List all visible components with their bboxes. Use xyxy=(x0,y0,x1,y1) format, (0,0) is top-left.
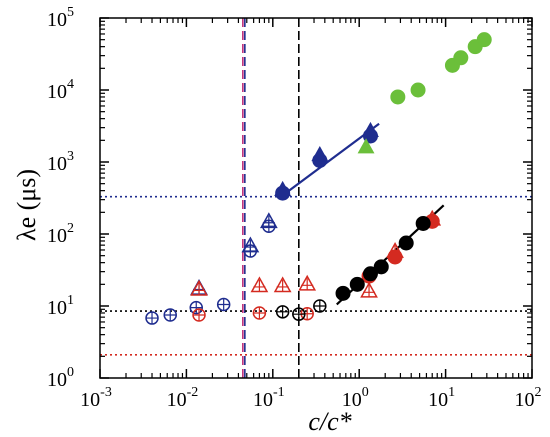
data-point xyxy=(398,235,414,251)
x-tick-label: 100 xyxy=(342,385,369,411)
marker-cross xyxy=(292,308,305,321)
x-tick-exponent: -3 xyxy=(100,385,112,400)
marker-cross xyxy=(253,306,266,319)
x-tick-exponent: 1 xyxy=(448,385,455,400)
data-point xyxy=(362,121,379,138)
data-point xyxy=(335,285,351,301)
data-point xyxy=(163,308,177,322)
x-tick-base: 10 xyxy=(253,389,273,411)
x-tick-base: 10 xyxy=(80,389,100,411)
data-point xyxy=(145,311,159,325)
y-tick-base: 10 xyxy=(47,9,67,31)
x-tick-label: 102 xyxy=(515,385,542,411)
x-tick-exponent: -1 xyxy=(273,385,285,400)
fit-line xyxy=(278,122,380,199)
data-point xyxy=(189,300,203,315)
data-point xyxy=(415,215,431,231)
data-point xyxy=(273,276,292,293)
y-tick-exponent: 4 xyxy=(67,77,74,92)
marker-cross xyxy=(164,308,177,321)
y-tick-label: 103 xyxy=(47,149,74,175)
y-tick-exponent: 3 xyxy=(67,149,74,164)
y-tick-base: 10 xyxy=(47,153,67,175)
data-point xyxy=(252,306,267,320)
marker-cross xyxy=(244,245,257,258)
data-point xyxy=(410,82,426,98)
marker-cross xyxy=(363,285,376,298)
marker-cross xyxy=(193,308,206,321)
data-point xyxy=(216,297,231,312)
data-point xyxy=(453,50,469,66)
marker-cross xyxy=(262,220,275,233)
x-tick-base: 10 xyxy=(167,389,187,411)
data-point xyxy=(298,274,317,291)
y-axis-label: λe (μs) xyxy=(12,169,41,241)
y-tick-label: 101 xyxy=(47,293,74,319)
x-tick-exponent: -2 xyxy=(187,385,199,400)
marker-cross xyxy=(313,300,326,312)
y-tick-label: 100 xyxy=(47,365,74,391)
data-point xyxy=(250,276,269,293)
x-tick-exponent: 2 xyxy=(535,385,542,400)
data-point xyxy=(373,259,389,275)
data-point xyxy=(357,138,375,154)
y-tick-label: 105 xyxy=(47,5,74,31)
marker-cross xyxy=(217,298,230,311)
y-tick-base: 10 xyxy=(47,81,67,103)
data-point xyxy=(190,279,208,296)
y-tick-exponent: 0 xyxy=(67,365,74,380)
marker-cross xyxy=(193,283,206,296)
y-tick-label: 102 xyxy=(47,221,74,247)
y-tick-exponent: 1 xyxy=(67,293,74,308)
plot-frame xyxy=(99,17,533,379)
data-point xyxy=(360,281,378,298)
data-point xyxy=(292,307,306,321)
x-tick-base: 10 xyxy=(428,389,448,411)
data-point xyxy=(262,219,276,234)
data-point xyxy=(274,180,292,196)
data-point xyxy=(390,89,406,105)
y-tick-exponent: 5 xyxy=(67,5,74,20)
data-point xyxy=(243,244,258,258)
data-point xyxy=(311,145,329,162)
data-point xyxy=(476,32,492,48)
marker-cross xyxy=(253,279,266,292)
plot-area xyxy=(100,18,532,378)
data-point xyxy=(349,276,365,292)
marker-cross xyxy=(276,279,289,292)
marker-cross xyxy=(301,278,314,291)
x-axis-label: c/c* xyxy=(308,407,351,436)
x-tick-base: 10 xyxy=(515,389,535,411)
x-tick-label: 10-3 xyxy=(80,385,112,411)
y-tick-exponent: 2 xyxy=(67,221,74,236)
data-point xyxy=(192,308,206,322)
marker-cross xyxy=(276,305,289,318)
y-tick-label: 104 xyxy=(47,77,74,103)
x-tick-label: 10-2 xyxy=(167,385,199,411)
x-tick-base: 10 xyxy=(342,389,362,411)
data-point xyxy=(387,249,403,265)
data-point xyxy=(362,266,378,282)
data-point xyxy=(313,299,327,313)
data-point xyxy=(275,305,290,319)
x-tick-exponent: 0 xyxy=(362,385,369,400)
marker-cross xyxy=(190,301,203,314)
y-tick-base: 10 xyxy=(47,369,67,391)
x-tick-label: 10-1 xyxy=(253,385,285,411)
y-tick-base: 10 xyxy=(47,225,67,247)
marker-cross xyxy=(146,312,159,325)
x-tick-label: 101 xyxy=(428,385,455,411)
y-tick-base: 10 xyxy=(47,297,67,319)
